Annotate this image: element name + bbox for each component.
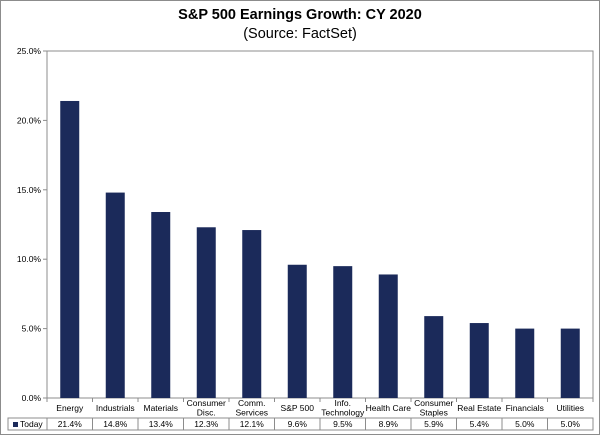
x-category-label: Info. bbox=[334, 398, 351, 408]
legend-label: Today bbox=[20, 419, 43, 429]
x-category-label: Materials bbox=[144, 403, 178, 413]
bar bbox=[424, 316, 444, 398]
x-category-label: Health Care bbox=[366, 403, 412, 413]
x-category-label: Consumer bbox=[187, 398, 226, 408]
x-category-label: Consumer bbox=[414, 398, 453, 408]
data-table-value: 5.0% bbox=[515, 419, 535, 429]
data-table-value: 9.6% bbox=[288, 419, 308, 429]
data-table-value: 5.9% bbox=[424, 419, 444, 429]
y-tick-label: 25.0% bbox=[17, 46, 42, 56]
data-table-value: 5.4% bbox=[470, 419, 490, 429]
x-category-label: Industrials bbox=[96, 403, 135, 413]
y-tick-label: 0.0% bbox=[22, 393, 42, 403]
bar bbox=[151, 212, 171, 398]
data-table-value: 5.0% bbox=[561, 419, 581, 429]
plot-area bbox=[46, 50, 594, 399]
y-tick-label: 5.0% bbox=[22, 324, 42, 334]
data-table-value: 14.8% bbox=[103, 419, 128, 429]
data-table-value: 21.4% bbox=[58, 419, 83, 429]
x-category-label: Comm. bbox=[238, 398, 265, 408]
data-table-value: 12.1% bbox=[240, 419, 265, 429]
bar bbox=[242, 230, 262, 398]
x-category-label: Disc. bbox=[197, 408, 216, 418]
bar bbox=[469, 323, 489, 398]
legend-swatch bbox=[13, 422, 18, 427]
data-table-value: 13.4% bbox=[149, 419, 174, 429]
bar bbox=[515, 328, 535, 398]
x-category-label: Technology bbox=[321, 408, 365, 418]
data-table-value: 9.5% bbox=[333, 419, 353, 429]
bar bbox=[560, 328, 580, 398]
x-category-label: Energy bbox=[56, 403, 84, 413]
x-category-label: Services bbox=[235, 408, 268, 418]
x-category-label: S&P 500 bbox=[281, 403, 315, 413]
bar bbox=[60, 100, 80, 398]
x-category-label: Real Estate bbox=[457, 403, 501, 413]
x-category-label: Financials bbox=[506, 403, 544, 413]
chart-title: S&P 500 Earnings Growth: CY 2020 bbox=[178, 7, 422, 23]
data-table-row bbox=[7, 417, 594, 431]
x-category-label: Staples bbox=[420, 408, 448, 418]
data-table-value: 8.9% bbox=[379, 419, 399, 429]
bar bbox=[105, 192, 125, 398]
y-tick-label: 15.0% bbox=[17, 185, 42, 195]
bar bbox=[378, 274, 398, 398]
y-tick-label: 10.0% bbox=[17, 254, 42, 264]
bar bbox=[333, 266, 353, 398]
chart-subtitle: (Source: FactSet) bbox=[243, 26, 357, 42]
bar bbox=[287, 264, 307, 398]
data-table-value: 12.3% bbox=[194, 419, 219, 429]
bar bbox=[196, 227, 216, 398]
y-tick-label: 20.0% bbox=[17, 115, 42, 125]
title-block: S&P 500 Earnings Growth: CY 2020 (Source… bbox=[0, 6, 600, 43]
x-category-label: Utilities bbox=[557, 403, 584, 413]
